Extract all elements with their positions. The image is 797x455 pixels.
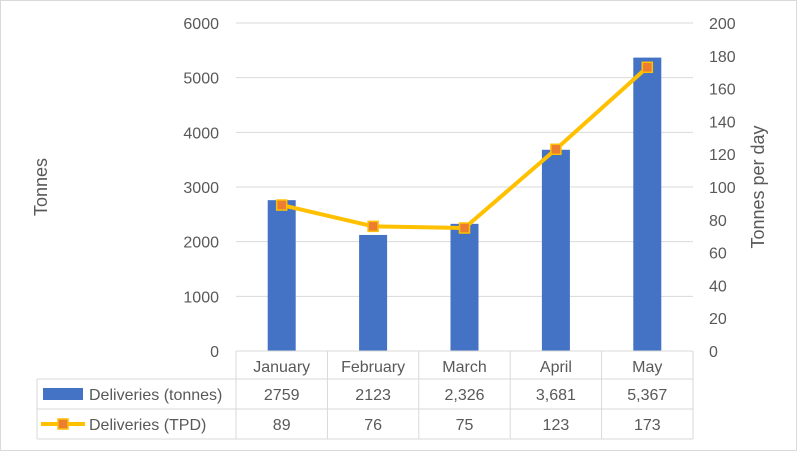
left-axis-ticks: 0 1000 2000 3000 4000 5000 6000	[183, 16, 219, 361]
bar	[633, 57, 662, 351]
data-table: January February March April May Deliveries (…	[36, 350, 694, 440]
bar	[450, 223, 479, 351]
line-marker	[641, 61, 654, 74]
line-marker	[458, 222, 471, 234]
table-value: 5,367	[627, 387, 667, 404]
right-tick-label: 180	[709, 49, 736, 66]
left-axis-title: Tonnes	[31, 158, 51, 216]
gridlines	[236, 22, 693, 297]
table-value: 2,326	[444, 387, 484, 404]
right-tick-label: 60	[709, 246, 727, 263]
left-tick-label: 6000	[183, 16, 219, 33]
table-value: 123	[543, 417, 570, 434]
legend-key-bar	[43, 388, 83, 400]
bar-series	[267, 57, 662, 351]
series-name: Deliveries (tonnes)	[89, 387, 222, 404]
line-series	[275, 61, 654, 234]
line-marker	[275, 199, 288, 211]
category-label: January	[253, 359, 310, 376]
right-tick-label: 120	[709, 147, 736, 164]
series-line	[281, 65, 649, 230]
category-label: May	[632, 359, 662, 376]
left-tick-label: 0	[210, 344, 219, 361]
right-tick-label: 100	[709, 180, 736, 197]
left-tick-label: 4000	[183, 125, 219, 142]
right-tick-label: 160	[709, 82, 736, 99]
line-marker	[550, 143, 562, 156]
right-tick-label: 0	[709, 344, 718, 361]
category-label: February	[341, 359, 405, 376]
table-value: 2123	[355, 387, 391, 404]
right-tick-label: 20	[709, 311, 727, 328]
table-value: 89	[273, 417, 291, 434]
left-tick-label: 3000	[183, 180, 219, 197]
right-tick-label: 80	[709, 213, 727, 230]
left-tick-label: 1000	[183, 289, 219, 306]
line-marker	[367, 220, 379, 233]
category-label: March	[442, 359, 486, 376]
table-value: 173	[634, 417, 661, 434]
category-label: April	[540, 359, 572, 376]
right-tick-label: 140	[709, 114, 736, 131]
bar	[541, 149, 570, 351]
bar	[359, 234, 388, 351]
bar	[267, 200, 296, 351]
right-tick-label: 200	[709, 16, 736, 33]
right-axis-ticks: 0 20 40 60 80 100 120 140 160 180 200	[709, 16, 736, 361]
left-tick-label: 2000	[183, 235, 219, 252]
left-tick-label: 5000	[183, 71, 219, 88]
table-value: 2759	[264, 387, 300, 404]
series-name: Deliveries (TPD)	[89, 417, 206, 434]
legend-key-marker	[57, 418, 69, 430]
table-value: 76	[364, 417, 382, 434]
table-value: 75	[456, 417, 474, 434]
right-tick-label: 40	[709, 278, 727, 295]
table-value: 3,681	[536, 387, 576, 404]
right-axis-title: Tonnes per day	[748, 125, 768, 248]
